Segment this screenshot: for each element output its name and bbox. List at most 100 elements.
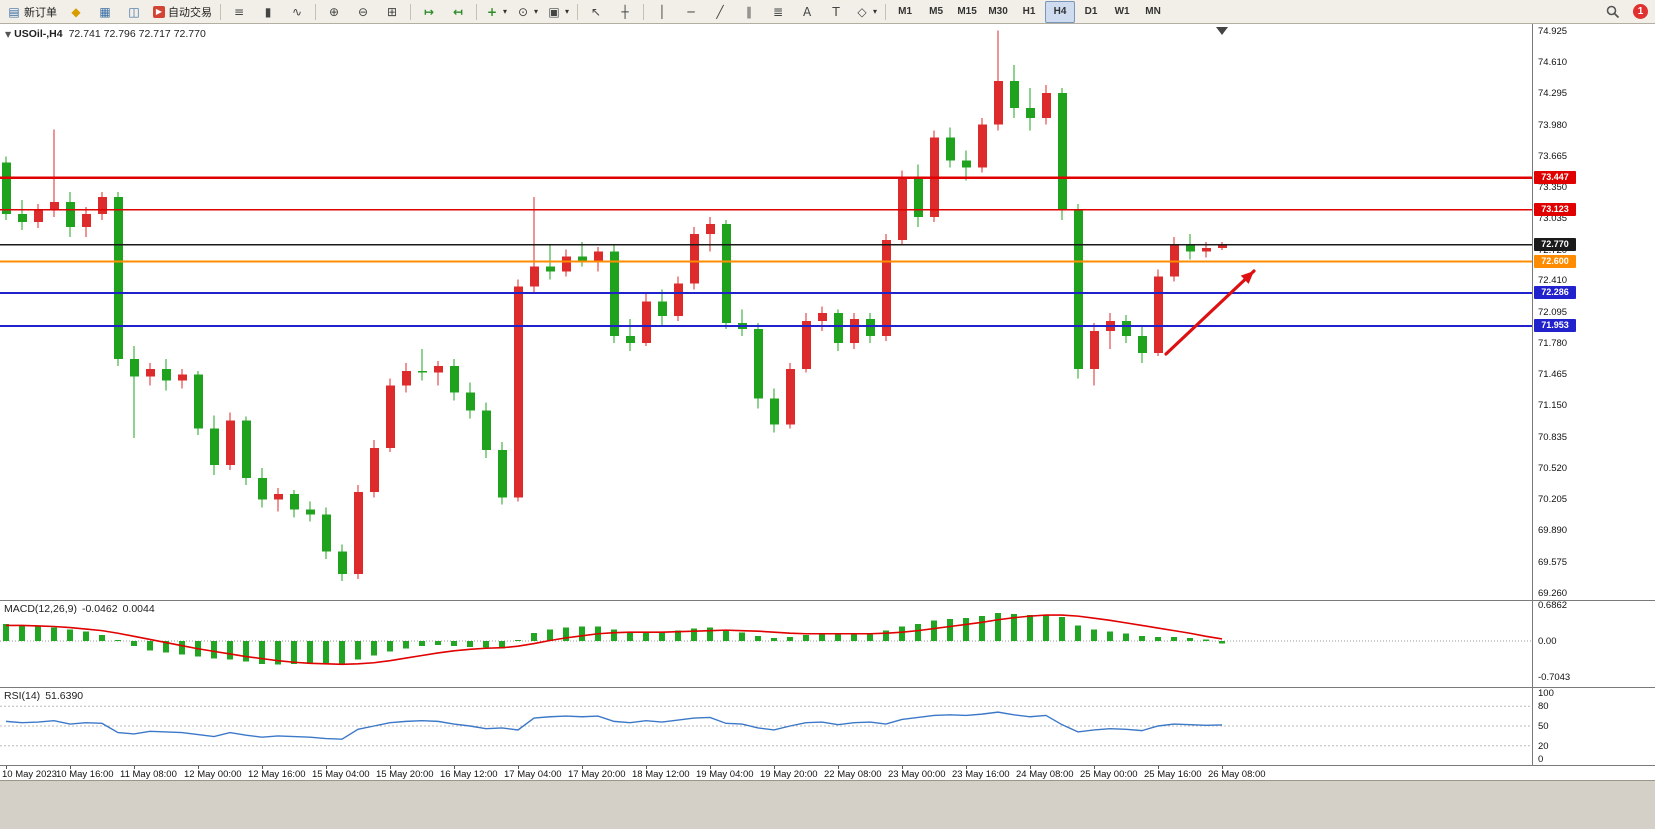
macd-histogram-bar: [147, 641, 153, 651]
timeframe-H4[interactable]: H4: [1045, 0, 1076, 23]
rsi-axis[interactable]: 100 80 50 20 0: [1532, 688, 1655, 765]
search-button[interactable]: [1599, 1, 1627, 23]
new-order-button[interactable]: ▤ 新订单: [3, 1, 61, 23]
rsi-value: 51.6390: [45, 690, 84, 702]
search-icon: [1606, 5, 1620, 18]
navigator-button[interactable]: ◫: [120, 1, 148, 23]
candle: [962, 160, 971, 168]
candle: [1058, 93, 1067, 211]
candle: [242, 420, 251, 478]
price-tick: 70.835: [1538, 431, 1568, 443]
price-axis[interactable]: 74.925 74.610 74.295 73.980 73.665 73.350 73.0…: [1532, 24, 1655, 600]
candle: [610, 251, 619, 337]
candle: [882, 239, 891, 337]
rsi-svg[interactable]: [0, 688, 1532, 765]
macd-histogram-bar: [99, 634, 105, 641]
new-order-icon: ▤: [8, 4, 20, 19]
timeframe-M30[interactable]: M30: [988, 6, 1008, 17]
candle: [2, 162, 11, 215]
templates-button[interactable]: ▣ ▾: [543, 1, 573, 23]
candle: [466, 392, 475, 411]
candle: [642, 301, 651, 343]
line-chart-button[interactable]: ∿: [283, 1, 311, 23]
candle: [386, 385, 395, 449]
toolbar-separator: [577, 3, 579, 20]
macd-histogram-bar: [643, 631, 649, 641]
toolbar-separator: [220, 3, 221, 20]
macd-histogram-bar: [1075, 625, 1081, 641]
macd-histogram-bar: [19, 625, 25, 641]
candle: [306, 509, 315, 515]
price-tick: 73.980: [1538, 119, 1568, 131]
timeframe-H1[interactable]: H1: [1022, 6, 1036, 17]
time-tick: [262, 766, 263, 769]
timeframe-D1[interactable]: D1: [1084, 6, 1098, 17]
macd-histogram-bar: [467, 641, 473, 648]
time-tick: [582, 766, 583, 769]
macd-axis[interactable]: 0.6862 0.00 -0.7043: [1532, 600, 1655, 687]
bars-chart-button[interactable]: ≡: [225, 1, 253, 23]
autotrade-button[interactable]: ▶ 自动交易: [149, 1, 216, 23]
macd-histogram-bar: [531, 633, 537, 641]
price-tick: 73.350: [1538, 182, 1568, 194]
macd-histogram-bar: [915, 623, 921, 641]
notification-badge[interactable]: 1: [1633, 4, 1648, 19]
shapes-button[interactable]: ◇ ▾: [851, 1, 881, 23]
indicators-button[interactable]: + ▾: [481, 1, 511, 23]
time-tick: [1030, 766, 1031, 769]
time-tick: [1222, 766, 1223, 769]
macd-histogram-bar: [35, 626, 41, 641]
periods-button[interactable]: ⊙ ▾: [512, 1, 542, 23]
arrow-annotation[interactable]: [1164, 269, 1256, 356]
chart-shift-button[interactable]: ↤: [444, 1, 472, 23]
horizontal-line-button[interactable]: ─: [677, 1, 705, 23]
candle: [450, 365, 459, 393]
text-tool-button[interactable]: A: [793, 1, 821, 23]
tile-windows-button[interactable]: ⊞: [378, 1, 406, 23]
zoom-in-button[interactable]: ⊕: [320, 1, 348, 23]
price-tick: 70.205: [1538, 494, 1568, 506]
time-tick: [646, 766, 647, 769]
zoom-out-button[interactable]: ⊖: [349, 1, 377, 23]
candle: [866, 319, 875, 337]
trendline-button[interactable]: ╱: [706, 1, 734, 23]
candle: [802, 321, 811, 369]
auto-scroll-icon: ↦: [423, 4, 435, 19]
timeframe-MN[interactable]: MN: [1145, 6, 1161, 17]
main-chart-svg[interactable]: [0, 24, 1532, 600]
candle: [786, 368, 795, 425]
cursor-button[interactable]: ↖: [582, 1, 610, 23]
macd-tick: 0.6862: [1538, 600, 1568, 612]
market-watch-button[interactable]: ◆: [62, 1, 90, 23]
time-tick: [390, 766, 391, 769]
auto-scroll-button[interactable]: ↦: [415, 1, 443, 23]
candles-chart-button[interactable]: ▮: [254, 1, 282, 23]
chart-region: ▼ USOil-,H4 72.741 72.796 72.717 72.770 74…: [0, 24, 1655, 781]
candle: [210, 428, 219, 465]
candle: [850, 319, 859, 343]
fibonacci-button[interactable]: ≣: [764, 1, 792, 23]
data-window-button[interactable]: ▦: [91, 1, 119, 23]
crosshair-button[interactable]: ┼: [611, 1, 639, 23]
price-tick: 72.410: [1538, 275, 1568, 287]
candle: [1042, 93, 1051, 118]
timeframe-M1[interactable]: M1: [898, 6, 913, 17]
macd-histogram-bar: [515, 639, 521, 641]
macd-histogram-bar: [1043, 615, 1049, 641]
macd-histogram-bar: [883, 630, 889, 641]
time-axis[interactable]: 10 May 2023 10 May 16:00 11 May 08:00 12 Ma…: [0, 765, 1655, 781]
candle: [834, 313, 843, 343]
timeframe-M15[interactable]: M15: [957, 6, 977, 17]
time-label: 15 May 04:00: [312, 769, 370, 780]
time-label: 16 May 12:00: [440, 769, 498, 780]
timeframe-M5[interactable]: M5: [929, 6, 944, 17]
vertical-line-button[interactable]: │: [648, 1, 676, 23]
macd-svg[interactable]: [0, 601, 1532, 687]
label-tool-button[interactable]: T: [822, 1, 850, 23]
price-tag: 72.600: [1534, 254, 1576, 268]
candle: [98, 197, 107, 215]
macd-histogram-bar: [691, 628, 697, 641]
crosshair-icon: ┼: [621, 4, 629, 19]
timeframe-W1[interactable]: W1: [1114, 6, 1130, 17]
channel-button[interactable]: ∥: [735, 1, 763, 23]
